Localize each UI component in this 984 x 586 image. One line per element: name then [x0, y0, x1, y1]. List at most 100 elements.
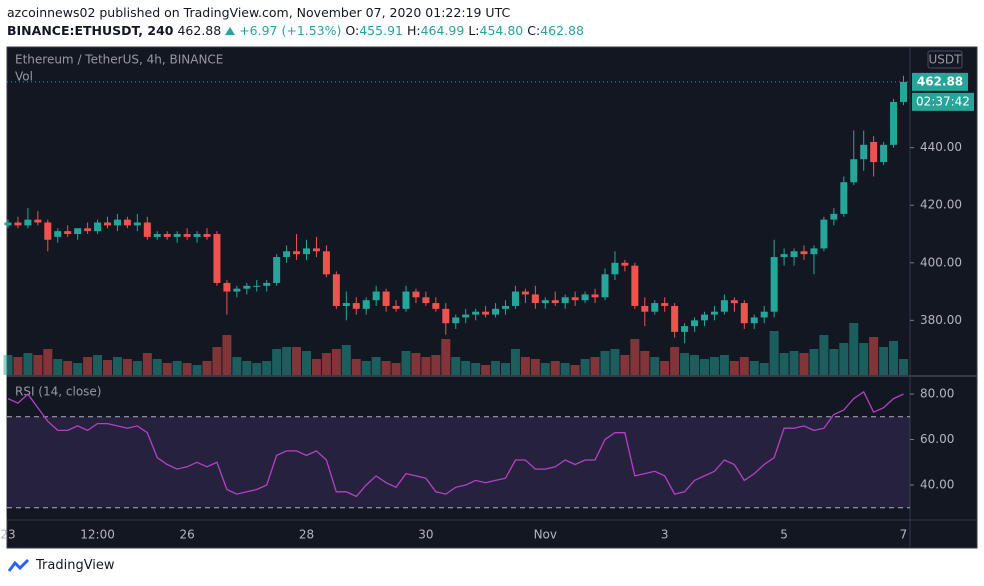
candle-body: [84, 228, 92, 232]
candle-body: [123, 219, 131, 226]
ohlc-label: H:: [406, 23, 421, 38]
candle-body: [840, 182, 848, 214]
rsi-y-tick-label: 60.00: [920, 432, 954, 446]
volume-bar: [859, 343, 869, 375]
candle-body: [64, 231, 72, 235]
candle-body: [681, 326, 689, 332]
volume-bar: [690, 355, 700, 375]
candle-body: [800, 251, 808, 255]
volume-bar: [889, 341, 899, 375]
candle-body: [4, 222, 12, 226]
candle-body: [94, 222, 102, 232]
candle-body: [462, 314, 470, 318]
brand: TradingView: [36, 558, 115, 573]
candle-body: [502, 305, 509, 309]
candle-body: [710, 311, 718, 315]
volume-bar: [510, 349, 520, 375]
candle-body: [193, 234, 201, 237]
candle-body: [452, 317, 460, 324]
volume-bar: [630, 339, 640, 375]
volume-bar: [809, 349, 819, 375]
y-tick-label: 420.00: [920, 198, 962, 212]
volume-bar: [152, 359, 162, 375]
volume-bar: [192, 365, 202, 375]
candle-body: [362, 300, 370, 309]
candle-body: [312, 248, 320, 252]
volume-bar: [63, 361, 73, 375]
candle-body: [730, 300, 738, 304]
symbol-line: BINANCE:ETHUSDT, 240 462.88 +6.97 (+1.53…: [7, 22, 584, 40]
candle-body: [372, 291, 380, 301]
volume-bar: [869, 337, 879, 375]
last-price-label: 462.88: [917, 74, 963, 88]
x-tick-label: 3: [661, 528, 669, 542]
volume-bar: [570, 365, 580, 375]
candle-body: [770, 257, 778, 312]
candle-body: [551, 300, 559, 304]
currency-box[interactable]: [927, 50, 963, 69]
rsi-y-tick-label: 80.00: [920, 387, 954, 401]
volume-bar: [719, 355, 729, 375]
volume-bar: [262, 361, 272, 375]
x-tick-label: 7: [900, 528, 908, 542]
volume-bar: [789, 351, 799, 375]
volume-label: Vol: [15, 70, 33, 84]
volume-bar: [142, 353, 152, 375]
candle-body: [601, 274, 609, 298]
ohlc-label: O:: [345, 23, 360, 38]
candle-body: [442, 308, 450, 324]
volume-bar: [13, 357, 23, 375]
candle-body: [780, 254, 788, 258]
change: +6.97 (+1.53%): [239, 23, 342, 38]
candle-body: [740, 303, 748, 324]
candle-body: [621, 262, 629, 266]
volume-bar: [132, 361, 142, 375]
candle-body: [561, 297, 569, 304]
rsi-y-tick-label: 40.00: [920, 477, 954, 491]
volume-bar: [43, 349, 53, 375]
volume-bar: [530, 359, 540, 375]
volume-bar: [779, 353, 789, 375]
candle-body: [531, 294, 539, 304]
volume-bar: [759, 363, 769, 375]
candle-body: [830, 213, 838, 220]
volume-bar: [321, 353, 331, 375]
volume-bar: [839, 343, 849, 375]
volume-bar: [899, 359, 908, 375]
volume-bar: [739, 357, 749, 375]
y-tick-label: 400.00: [920, 255, 962, 269]
candle-body: [143, 222, 151, 237]
volume-bar: [331, 349, 341, 375]
volume-bar: [401, 351, 411, 375]
volume-bar: [600, 351, 610, 375]
x-tick-label: 26: [179, 528, 194, 542]
volume-bar: [212, 347, 222, 375]
candle-body: [382, 291, 390, 306]
ohlc-label: C:: [527, 23, 541, 38]
candle-body: [233, 288, 241, 292]
volume-bar: [451, 357, 461, 375]
volume-bar: [421, 357, 431, 375]
volume-bar: [680, 353, 690, 375]
ohlc-value: 455.91: [359, 23, 403, 38]
candle-body: [263, 282, 271, 286]
volume-bar: [580, 359, 590, 375]
candle-body: [213, 234, 221, 283]
candle-body: [203, 234, 211, 237]
candle-body: [651, 303, 659, 312]
volume-bar: [182, 363, 192, 375]
volume-bar: [292, 347, 302, 375]
candle-body: [402, 291, 410, 309]
candle-body: [541, 300, 549, 304]
candle-body: [183, 234, 191, 237]
candle-body: [342, 303, 350, 306]
candle-body: [631, 265, 639, 306]
candle-body: [591, 294, 599, 298]
volume-bar: [122, 359, 132, 375]
volume-bar: [202, 361, 212, 375]
ohlc-value: 462.88: [540, 23, 584, 38]
volume-bar: [520, 357, 530, 375]
volume-bar: [431, 355, 441, 375]
volume-bar: [550, 361, 560, 375]
